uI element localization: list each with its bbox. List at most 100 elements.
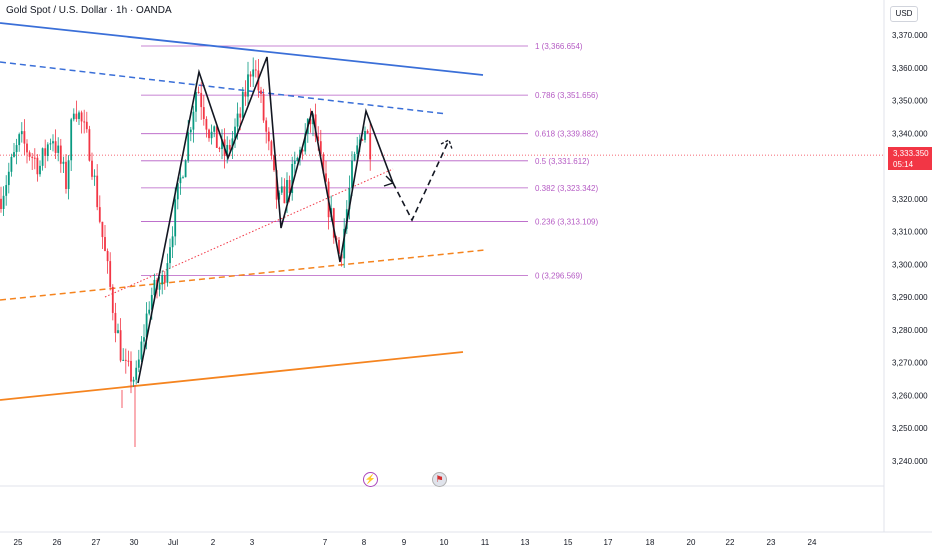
candlestick xyxy=(31,152,34,171)
candle-body xyxy=(262,94,265,121)
candle-body xyxy=(13,152,15,157)
candle-body xyxy=(148,309,151,314)
candle-body xyxy=(309,118,312,125)
candlestick xyxy=(127,350,130,367)
candle-body xyxy=(234,126,236,139)
candlestick xyxy=(52,134,54,152)
price-tick-label: 3,350.000 xyxy=(892,97,928,106)
candle-body xyxy=(72,113,75,120)
current-price-badge: 3,333.350 05:14 xyxy=(888,147,932,170)
candle-body xyxy=(163,275,166,283)
candlestick xyxy=(109,252,112,291)
time-tick-label: 30 xyxy=(130,538,139,547)
candle-body xyxy=(286,180,288,204)
time-tick-label: Jul xyxy=(168,538,178,547)
candle-body xyxy=(301,149,304,152)
candlestick xyxy=(265,117,268,144)
candlestick xyxy=(26,139,28,164)
candle-body xyxy=(184,160,187,178)
candlestick xyxy=(325,160,327,183)
candle-body xyxy=(145,313,148,338)
candle-body xyxy=(247,74,249,97)
candle-body xyxy=(353,154,356,161)
candle-body xyxy=(158,284,161,290)
candlestick xyxy=(343,218,346,268)
candle-body xyxy=(26,143,28,153)
candlestick xyxy=(273,155,275,172)
fib-level-label: 0.382 (3,323.342) xyxy=(535,184,598,193)
candle-body xyxy=(195,91,197,112)
candle-body xyxy=(44,148,47,156)
lightning-icon[interactable]: ⚡ xyxy=(363,472,378,487)
candlestick xyxy=(59,138,62,173)
candlestick xyxy=(132,376,135,387)
candle-body xyxy=(260,90,262,95)
orange-support-trendline xyxy=(0,351,464,401)
candle-body xyxy=(23,131,26,144)
candle-body xyxy=(296,157,299,161)
time-tick-label: 24 xyxy=(808,538,817,547)
candle-body xyxy=(7,171,10,186)
candle-body xyxy=(275,170,278,200)
candlestick xyxy=(218,146,221,153)
candlestick xyxy=(78,110,80,125)
candlestick xyxy=(101,221,104,250)
symbol-title[interactable]: Gold Spot / U.S. Dollar · 1h · OANDA xyxy=(6,5,172,16)
candle-body xyxy=(218,147,221,150)
candle-body xyxy=(2,195,5,210)
candle-body xyxy=(202,107,205,119)
candlestick xyxy=(270,139,273,160)
candlestick xyxy=(80,110,83,134)
price-tick-label: 3,240.000 xyxy=(892,457,928,466)
candlestick xyxy=(221,129,223,160)
us-flag-icon[interactable]: ⚑ xyxy=(432,472,447,487)
candlestick xyxy=(85,111,88,133)
candlestick xyxy=(267,127,270,151)
projection-arrow-icon xyxy=(440,139,453,150)
candle-body xyxy=(85,121,88,130)
candle-body xyxy=(317,136,320,142)
candlestick-series xyxy=(0,57,372,394)
candle-body xyxy=(137,359,140,368)
currency-button[interactable]: USD xyxy=(890,6,918,22)
candle-body xyxy=(205,118,208,130)
candle-body xyxy=(265,120,268,132)
price-tick-label: 3,260.000 xyxy=(892,391,928,400)
candlestick xyxy=(338,236,340,255)
time-tick-label: 18 xyxy=(646,538,655,547)
candle-body xyxy=(104,237,106,251)
price-tick-label: 3,270.000 xyxy=(892,359,928,368)
candlestick xyxy=(36,154,39,182)
time-tick-label: 26 xyxy=(53,538,62,547)
candle-body xyxy=(54,141,57,153)
candle-body xyxy=(59,145,62,164)
candlestick xyxy=(88,125,91,162)
candlestick xyxy=(244,80,247,106)
candlestick xyxy=(356,136,359,160)
candle-body xyxy=(226,144,229,156)
candle-body xyxy=(236,113,239,127)
time-tick-label: 2 xyxy=(211,538,216,547)
candle-body xyxy=(228,144,231,150)
candlestick xyxy=(122,348,125,362)
candlestick xyxy=(5,175,8,206)
orange-dashed-trendline xyxy=(0,249,486,301)
price-tick-label: 3,280.000 xyxy=(892,326,928,335)
candle-body xyxy=(314,114,317,137)
candlestick xyxy=(241,87,244,119)
price-tick-label: 3,250.000 xyxy=(892,424,928,433)
bar-countdown: 05:14 xyxy=(893,160,914,169)
candle-body xyxy=(270,141,273,156)
fib-level-label: 0.236 (3,313.109) xyxy=(535,217,598,226)
fib-level-label: 0.5 (3,331.612) xyxy=(535,157,590,166)
time-tick-label: 15 xyxy=(564,538,573,547)
candlestick xyxy=(369,122,372,171)
candle-body xyxy=(366,130,369,134)
candlestick xyxy=(319,129,322,157)
candlestick xyxy=(280,177,283,195)
candlestick xyxy=(179,168,182,195)
candle-body xyxy=(343,228,346,259)
